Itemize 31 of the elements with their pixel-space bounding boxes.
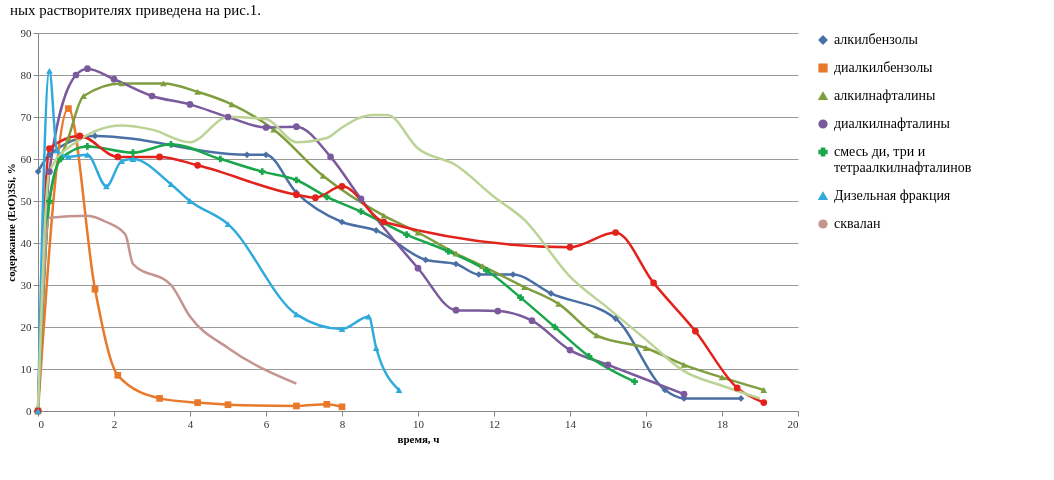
x-tick-label: 2: [111, 417, 118, 430]
y-tick-label: 50: [20, 194, 32, 207]
x-tick-label: 18: [717, 417, 729, 430]
legend-label: алкилбензолы: [834, 32, 919, 47]
y-tick-label: 20: [20, 320, 32, 333]
x-axis-title: время, ч: [397, 432, 440, 445]
y-tick-label: 40: [20, 236, 32, 249]
y-tick-label: 10: [20, 362, 32, 375]
y-tick-label: 70: [20, 110, 32, 123]
y-tick-label: 90: [20, 26, 32, 39]
y-tick-label: 0: [26, 404, 32, 417]
legend-label: диалкилнафталины: [834, 116, 951, 131]
x-tick-label: 8: [339, 417, 346, 430]
x-tick-label: 0: [38, 417, 45, 430]
x-tick-label: 16: [641, 417, 653, 430]
x-tick-label: 4: [187, 417, 194, 430]
legend-label: диалкилбензолы: [834, 60, 934, 75]
text: ных растворителях приведена на рис.1.: [9, 1, 262, 20]
legend-label: сквалан: [834, 216, 881, 231]
legend-label: смесь ди, три и тетраалкилнафталинов: [834, 144, 972, 175]
x-tick-label: 14: [565, 417, 577, 430]
x-tick-label: 6: [263, 417, 270, 430]
legend-label: алкилнафталины: [834, 88, 936, 103]
y-tick-label: 60: [20, 152, 32, 165]
x-tick-label: 20: [787, 417, 799, 430]
y-axis-title: содержание (EtO)3Si, %: [4, 163, 18, 282]
y-tick-label: 80: [20, 68, 32, 81]
legend-label: Дизельная фракция: [834, 188, 951, 203]
x-tick-label: 10: [413, 417, 425, 430]
x-tick-label: 12: [489, 417, 500, 430]
y-tick-label: 30: [20, 278, 32, 291]
